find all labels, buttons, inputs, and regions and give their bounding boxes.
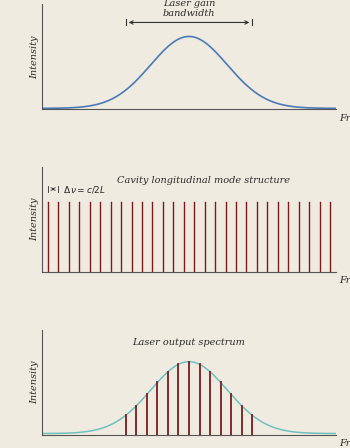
Text: Frequency: Frequency [339,276,350,285]
Y-axis label: Intensity: Intensity [30,360,39,404]
Text: Cavity longitudinal mode structure: Cavity longitudinal mode structure [117,176,290,185]
Text: Laser output spectrum: Laser output spectrum [133,338,245,347]
Text: Frequency: Frequency [339,439,350,448]
Y-axis label: Intensity: Intensity [30,198,39,241]
Text: Laser gain
bandwidth: Laser gain bandwidth [163,0,215,18]
Y-axis label: Intensity: Intensity [30,35,39,79]
Text: Frequency: Frequency [339,114,350,123]
Text: $\Delta\nu = c/2L$: $\Delta\nu = c/2L$ [61,184,106,194]
